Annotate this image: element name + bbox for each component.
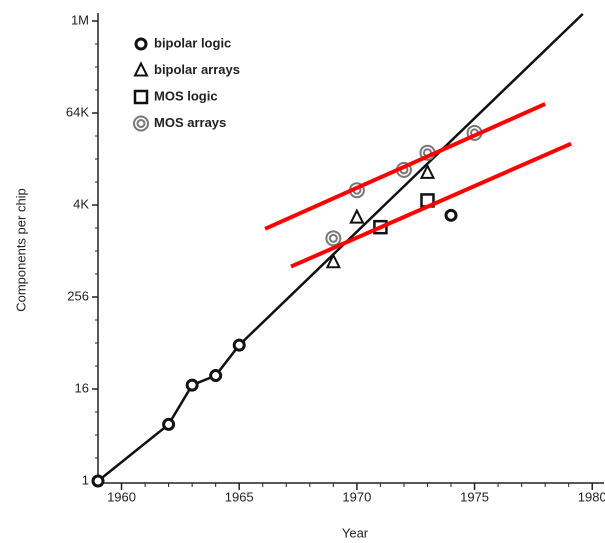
legend-label: MOS logic xyxy=(154,88,218,103)
marker-inner xyxy=(136,119,146,128)
trend-line xyxy=(238,12,584,347)
marker xyxy=(325,230,342,247)
marker xyxy=(325,252,341,269)
red-line xyxy=(264,102,546,231)
x-tick-label: 1975 xyxy=(460,489,489,504)
x-axis-label: Year xyxy=(342,525,369,540)
y-tick-label: 256 xyxy=(67,288,89,303)
marker xyxy=(232,338,246,352)
legend-marker xyxy=(134,37,148,51)
red-line xyxy=(290,141,572,269)
legend-label: MOS arrays xyxy=(154,115,226,130)
legend-label: bipolar logic xyxy=(154,35,231,50)
y-tick-label: 4K xyxy=(73,196,89,211)
y-tick-label: 1M xyxy=(71,12,89,27)
marker xyxy=(91,474,105,488)
marker xyxy=(349,208,365,224)
legend-marker xyxy=(133,61,149,77)
marker xyxy=(419,163,436,179)
marker-inner xyxy=(328,233,338,243)
marker xyxy=(444,208,458,222)
marker xyxy=(185,378,199,392)
legend-marker xyxy=(133,89,149,105)
x-tick-label: 1970 xyxy=(342,489,371,504)
x-tick-label: 1980 xyxy=(578,489,605,504)
marker xyxy=(162,417,176,431)
early-line xyxy=(97,344,241,482)
marker xyxy=(209,369,223,383)
legend-marker xyxy=(133,115,149,132)
y-axis-label: Components per chip xyxy=(13,188,28,312)
marker-outer xyxy=(133,115,149,132)
y-tick-label: 64K xyxy=(66,104,89,119)
y-tick-label: 1 xyxy=(82,472,89,487)
legend-label: bipolar arrays xyxy=(154,62,240,77)
marker-outer xyxy=(325,230,342,247)
y-tick-label: 16 xyxy=(75,380,89,395)
x-tick-label: 1960 xyxy=(107,489,136,504)
x-tick-label: 1965 xyxy=(225,489,254,504)
